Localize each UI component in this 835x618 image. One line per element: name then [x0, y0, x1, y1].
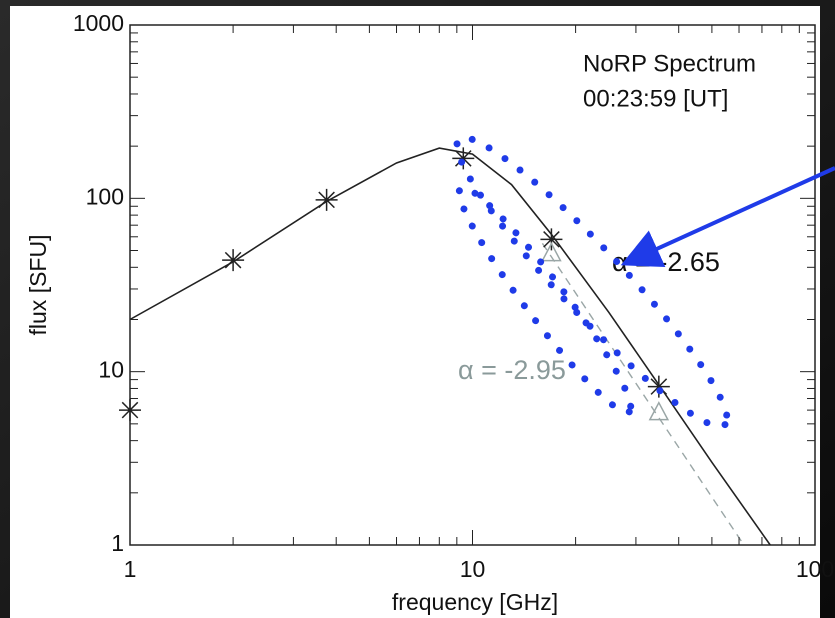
data-point [541, 241, 562, 262]
y-tick-label: 100 [86, 183, 124, 209]
x-tick-label: 10 [460, 556, 486, 582]
y-axis-label: flux [SFU] [25, 235, 51, 336]
data-point [648, 401, 670, 421]
x-axis-label: frequency [GHz] [392, 589, 558, 615]
annotation: α = -2.95 [458, 355, 566, 385]
plot [119, 147, 771, 545]
highlight-dots [453, 134, 731, 430]
annotation: 00:23:59 [UT] [583, 85, 728, 112]
y-tick-label: 1 [111, 530, 124, 556]
annotation: NoRP Spectrum [583, 50, 756, 77]
highlight-dots [455, 184, 635, 416]
data-point [452, 147, 475, 170]
x-tick-label: 1 [124, 556, 137, 582]
fit-line [541, 242, 745, 545]
fit-line [130, 147, 771, 545]
data-point [540, 228, 563, 251]
y-tick-label: 1000 [73, 10, 124, 36]
y-tick-label: 10 [98, 357, 124, 383]
data-point [222, 249, 245, 272]
x-tick-label: 100 [796, 556, 834, 582]
series-group [130, 147, 771, 545]
data-point [647, 375, 670, 398]
arrow [620, 166, 835, 267]
data-point [315, 188, 338, 211]
